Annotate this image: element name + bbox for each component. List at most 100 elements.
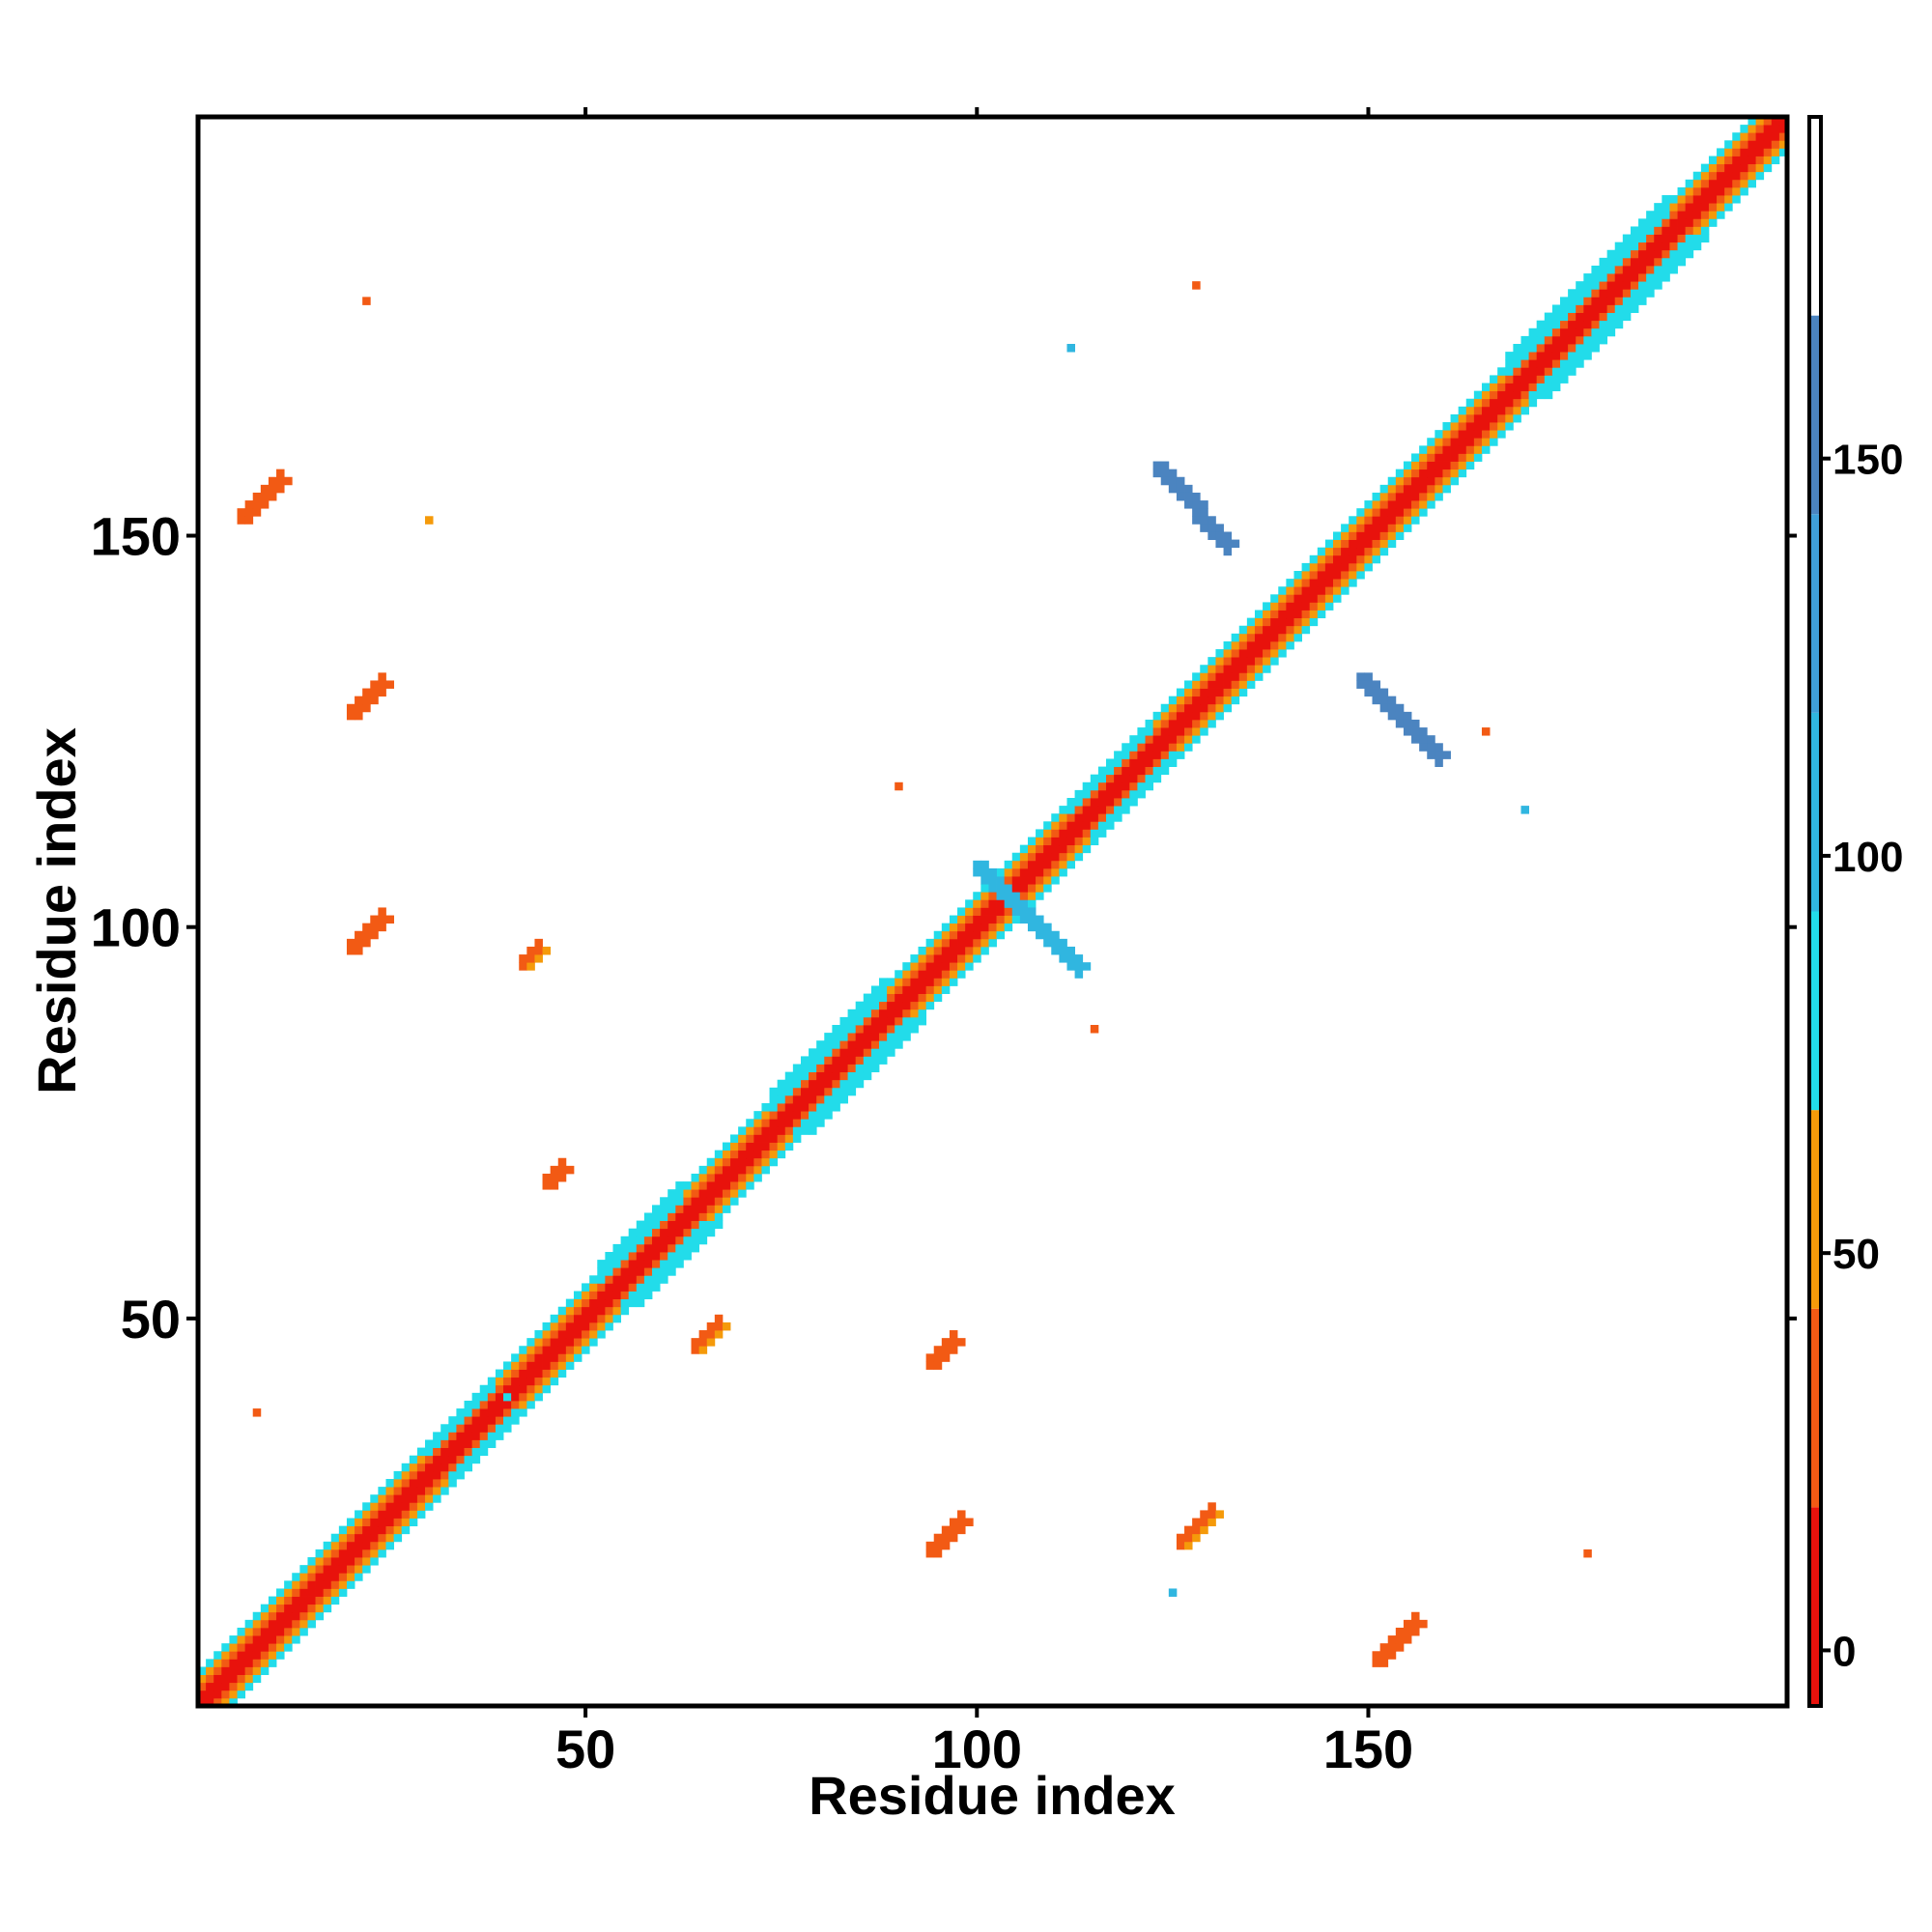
heatmap-cell [573,1346,582,1354]
heatmap-cell [1215,672,1224,681]
heatmap-cell [1097,829,1107,838]
heatmap-cell [1638,218,1647,227]
heatmap-cell [706,1220,716,1230]
heatmap-cell [839,1056,848,1065]
heatmap-cell [1419,461,1428,470]
heatmap-cell [620,1252,630,1261]
heatmap-cell [582,1314,590,1323]
heatmap-cell [1465,445,1475,454]
heatmap-cell [1208,657,1216,666]
heatmap-cell [1614,320,1624,329]
heatmap-cell [1583,1548,1592,1558]
heatmap-cell [1372,554,1381,564]
heatmap-cell [1286,610,1294,619]
heatmap-cell [902,970,911,979]
heatmap-cell [425,1470,434,1480]
heatmap-cell [1074,970,1084,979]
heatmap-cell [1513,383,1521,392]
heatmap-cell [1168,484,1178,494]
heatmap-cell [495,1384,504,1394]
heatmap-cell [1270,640,1279,650]
heatmap-cell [1278,617,1287,627]
heatmap-cell [1270,625,1279,635]
heatmap-cell [784,1094,794,1104]
heatmap-cell [1168,727,1178,736]
heatmap-cell [1740,179,1748,188]
heatmap-cell [1215,680,1224,689]
heatmap-cell [1379,1651,1389,1660]
heatmap-cell [1458,413,1467,423]
heatmap-cell [1036,829,1044,838]
heatmap-cell [652,1205,661,1213]
heatmap-cell [206,1690,214,1699]
heatmap-cell [456,1470,465,1480]
heatmap-cell [1379,703,1389,713]
heatmap-cell [1027,899,1037,908]
heatmap-cell [941,938,951,948]
heatmap-cell [495,1408,504,1417]
heatmap-cell [933,978,943,986]
heatmap-cell [824,1094,833,1104]
heatmap-cell [1427,751,1435,759]
heatmap-cell [330,1588,340,1597]
heatmap-cell [1317,602,1326,611]
heatmap-cell [636,1243,645,1253]
heatmap-cell [346,946,355,955]
heatmap-cell [355,1510,363,1519]
heatmap-cell [1051,860,1060,869]
heatmap-cell [1278,586,1287,595]
heatmap-cell [1004,860,1013,869]
heatmap-cell [863,1025,872,1034]
heatmap-cell [1630,234,1639,243]
heatmap-cell [1090,813,1099,822]
heatmap-cell [1771,148,1780,156]
heatmap-cell [949,930,958,940]
x-tick-label: 150 [1323,1719,1413,1779]
heatmap-cell [479,1408,489,1417]
heatmap-cell [557,1306,567,1316]
heatmap-cell [949,923,958,932]
heatmap-cell [1583,327,1592,337]
heatmap-cell [753,1111,762,1120]
heatmap-cell [1246,680,1256,689]
heatmap-cell [1630,249,1639,259]
heatmap-cell [1011,876,1021,885]
heatmap-cell [471,1447,481,1457]
heatmap-cell [1356,672,1365,681]
heatmap-cell [777,1111,786,1120]
heatmap-cell [370,1494,379,1503]
heatmap-cell [706,1181,716,1190]
heatmap-cell [1544,359,1553,368]
heatmap-cells [198,117,1788,1707]
heatmap-cell [582,1321,590,1331]
heatmap-cell [1215,711,1224,721]
heatmap-cell [1622,297,1632,305]
heatmap-cell [1747,132,1756,141]
heatmap-cell [1427,476,1435,486]
heatmap-cell [416,1479,426,1488]
heatmap-cell [910,985,919,994]
heatmap-cell [816,1079,825,1089]
heatmap-cell [221,1643,230,1652]
heatmap-cell [1450,422,1460,431]
heatmap-cell [198,1690,207,1699]
heatmap-cell [1066,837,1075,846]
heatmap-cell [503,1361,512,1370]
heatmap-cell [1372,531,1381,540]
heatmap-cell [1411,1627,1420,1636]
heatmap-cell [1122,781,1130,791]
heatmap-cell [1708,186,1718,196]
heatmap-cell [683,1243,692,1253]
heatmap-cell [448,1447,457,1457]
heatmap-cell [847,1087,857,1096]
heatmap-cell [980,867,989,877]
heatmap-cell [1387,539,1397,549]
heatmap-cell [1513,359,1521,368]
heatmap-cell [1513,390,1521,400]
heatmap-cell [1246,617,1256,627]
heatmap-cell [1238,688,1248,697]
heatmap-cell [761,1119,770,1127]
heatmap-cell [471,1400,481,1409]
heatmap-cell [1231,539,1240,549]
heatmap-cell [957,1518,966,1527]
